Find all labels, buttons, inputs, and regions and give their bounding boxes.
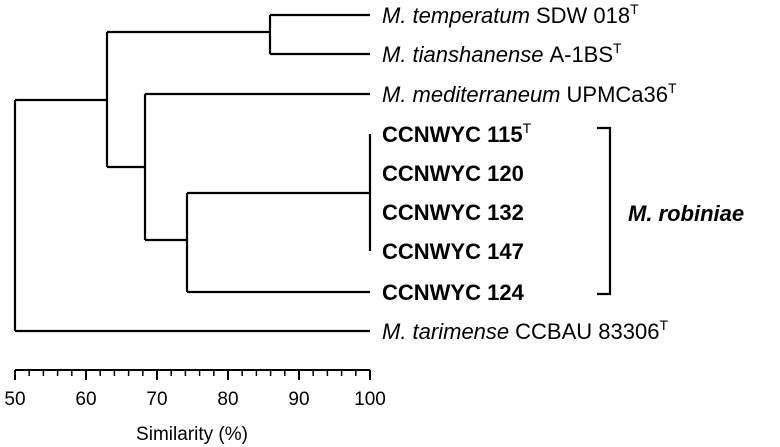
label-ccnwyc-147: CCNWYC 147 [382, 239, 524, 264]
label-ccnwyc-120: CCNWYC 120 [382, 161, 524, 186]
label-mediterraneum: M. mediterraneum UPMCa36T [382, 80, 677, 107]
tick-label-100: 100 [354, 389, 386, 410]
similarity-axis: 50 60 70 80 90 100 Similarity (%) [4, 369, 386, 445]
label-tianshanense: M. tianshanense A-1BST [382, 40, 622, 67]
taxon-labels: M. temperatum SDW 018T M. tianshanense A-1… [382, 1, 677, 344]
major-ticks [14, 370, 371, 380]
tick-label-90: 90 [288, 389, 309, 410]
tick-label-60: 60 [75, 389, 96, 410]
bracket-line [597, 126, 612, 296]
dendrogram-branches [13, 13, 372, 333]
label-ccnwyc-132: CCNWYC 132 [382, 200, 524, 225]
label-temperatum: M. temperatum SDW 018T [382, 1, 639, 28]
tick-label-50: 50 [4, 389, 25, 410]
tick-label-80: 80 [217, 389, 238, 410]
label-ccnwyc-115: CCNWYC 115T [382, 120, 532, 147]
group-label-robiniae: M. robiniae [628, 201, 744, 226]
label-ccnwyc-124: CCNWYC 124 [382, 280, 525, 305]
robiniae-bracket: M. robiniae [597, 126, 744, 296]
minor-ticks [28, 370, 357, 376]
axis-label: Similarity (%) [136, 424, 248, 445]
label-tarimense: M. tarimense CCBAU 83306T [382, 317, 668, 344]
tick-label-70: 70 [146, 389, 167, 410]
